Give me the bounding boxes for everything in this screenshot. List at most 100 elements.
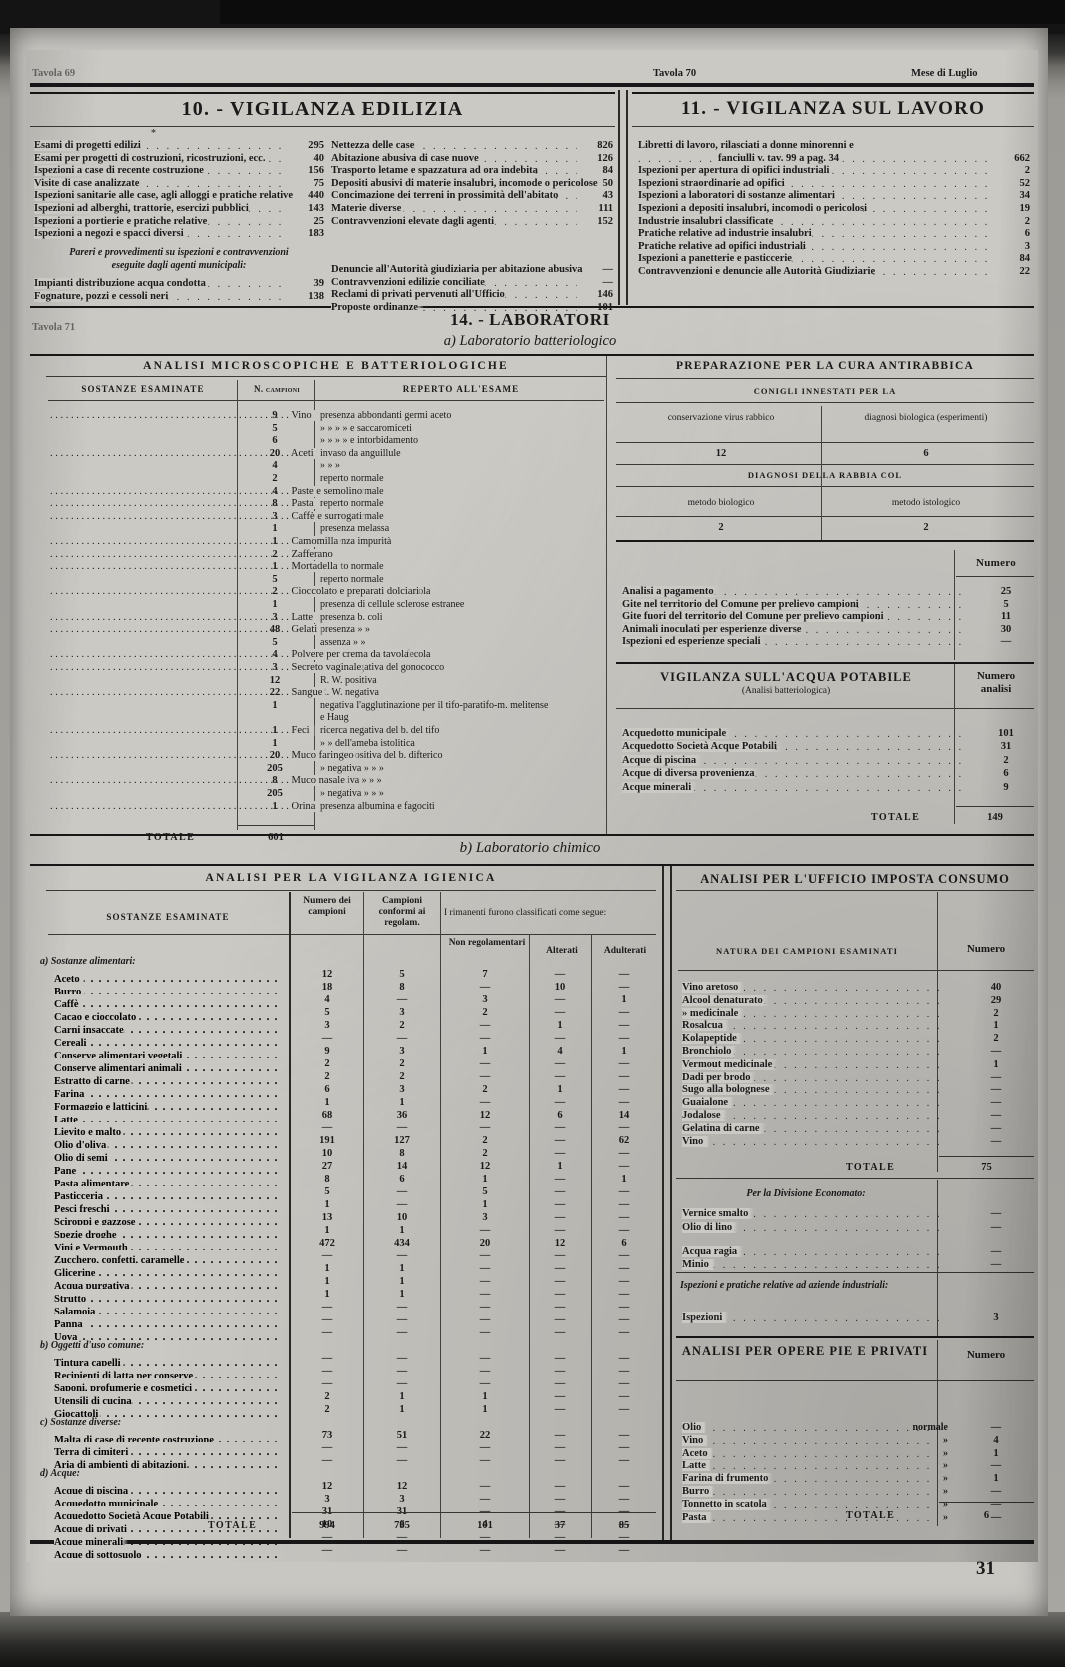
micro-substance: . . . . . . . . . . . . . . . . . . . . …: [50, 725, 315, 736]
micro-substance: . . . . . . . . . . . . . . . . . . . . …: [50, 410, 317, 421]
micro-substance: . . . . . . . . . . . . . . . . . . . . …: [50, 485, 368, 497]
list-item: . . . . . . . . . . . . . . . . . . . . …: [682, 1071, 1032, 1085]
igienica-cell-c: —: [396, 1250, 408, 1262]
igienica-cell-n: 1: [324, 1199, 330, 1211]
igienica-cell-n: 4: [324, 994, 330, 1006]
table-row: . . . . . . . . . . . . . . . . . . . . …: [54, 1212, 282, 1225]
micro-sample-count: 1: [272, 737, 278, 749]
igienica-group-heading: a) Sostanze alimentari:: [40, 956, 136, 967]
igienica-cell-c: 1: [399, 1404, 405, 1415]
igienica-cell-al: —: [554, 1199, 566, 1211]
micro-sample-count: 205: [267, 762, 283, 774]
igienica-substance: Olio d'oliva: [54, 1140, 112, 1148]
igienica-cell-nr: —: [479, 1314, 491, 1326]
list-item-value: 156: [308, 165, 324, 177]
page-paper: Tavola 69 Tavola 70 Mese di Luglio 10. -…: [26, 50, 1038, 1579]
igienica-cell-n: 2: [324, 1404, 330, 1415]
opere-pie-quality: »: [943, 1447, 948, 1459]
acqua-head-rule: [616, 708, 1034, 709]
table-row: . . . . . . . . . . . . . . . . . . . . …: [54, 969, 282, 982]
list-item-value: 6: [1003, 768, 1009, 780]
list-item-label: Minio: [682, 1259, 715, 1271]
list-item-value: 25: [1000, 586, 1012, 597]
leader-dots: . . . . . . . . . . . . . . . . . . . . …: [622, 729, 964, 740]
igienica-cell-n: 27: [321, 1160, 333, 1172]
list-item-value: 662: [1014, 152, 1030, 164]
antirabbica-rule-5: [616, 486, 1034, 487]
list-item-label: Ispezioni per apertura di opifici indust…: [638, 165, 836, 177]
list-item: . . . . . . . . . . . . . . . . . . . . …: [622, 781, 1030, 795]
table-row: . . . . . . . . . . . . . . . . . . . . …: [54, 1007, 282, 1020]
list-item-value: 22: [1019, 265, 1031, 277]
igienica-cell-ad: —: [618, 1032, 630, 1044]
opere-pie-value: 1: [993, 1447, 999, 1459]
imposta-col-numero: Numero: [966, 943, 1006, 955]
table-row: . . . . . . . . . . . . . . . . . . . . …: [54, 1122, 282, 1136]
igienica-cell-n: 1: [324, 1288, 330, 1300]
list-item: . . . . . . . . . . . . . . . . . . . . …: [682, 1208, 1032, 1222]
laboratori-title: 14. - LABORATORI: [450, 310, 610, 329]
list-item-label: Animali inoculati per esperienze diverse: [622, 623, 808, 635]
table-row: . . . . . . . . . . . . . . . . . . . . …: [54, 1302, 282, 1315]
list-item-label: Acque di piscina: [622, 754, 703, 766]
igienica-substance: Panna: [54, 1319, 88, 1328]
list-item-label: Abitazione abusiva di case nuove: [331, 152, 485, 164]
acqua-title: VIGILANZA SULL'ACQUA POTABILE: [660, 670, 912, 684]
list-item-label: Analisi a pagamento: [622, 586, 720, 597]
igienica-cell-al: 4: [557, 1045, 563, 1057]
leader-dots: . . . . . . . . . . . . . . . . . . . . …: [50, 750, 292, 762]
economato-rule-top: [676, 1178, 1034, 1179]
list-item-label: Kolapeptide: [682, 1033, 743, 1045]
list-item-label: Guaialone: [682, 1097, 735, 1109]
igienica-cell-n: —: [321, 1532, 333, 1543]
list-item-value: 31: [1000, 741, 1012, 753]
antirabbica-rule-3: [616, 442, 1034, 443]
igienica-cell-nr: —: [479, 1532, 491, 1543]
table-row: . . . . . . . . . . . . . . . . . . . . …: [54, 1058, 282, 1072]
leader-dots: . . . . . . . . . . . . . . . . . . . . …: [682, 1034, 946, 1046]
igienica-substance: Acqua purgativa: [54, 1281, 135, 1289]
list-item: . . . . . . . . . . . . . . . . . . . . …: [638, 177, 1030, 191]
igienica-substance: Uova: [54, 1332, 83, 1340]
leader-dots: . . . . . . . . . . . . . . . . . . . . …: [50, 662, 292, 673]
list-item-label: Contravvenzioni edilizie conciliate: [331, 276, 491, 288]
igienica-vrule-4: [529, 934, 530, 1538]
leader-dots: . . . . . . . . . . . . . . . . . . . . …: [58, 1135, 278, 1148]
list-item: . . . . . . . . . . . . . . . . . . . . …: [622, 754, 1030, 768]
list-item: . . . . . . . . . . . . . . . . . . . . …: [638, 202, 1030, 216]
igienica-cell-al: —: [554, 1301, 566, 1313]
opere-pie-value: —: [990, 1511, 1002, 1523]
leader-dots: . . . . . . . . . . . . . . . . . . . . …: [682, 1136, 946, 1148]
micro-substance: . . . . . . . . . . . . . . . . . . . . …: [50, 536, 344, 547]
list-item-value: —: [990, 1245, 1002, 1257]
list-item: . . . . . . . . . . . . . . . . . . . . …: [682, 1485, 1032, 1499]
list-item-label: Acquedotto municipale: [622, 728, 733, 739]
antirabbica-title: PREPARAZIONE PER LA CURA ANTIRABBICA: [676, 360, 974, 372]
igienica-cell-al: —: [554, 1173, 566, 1185]
list-item: . . . . . . . . . . . . . . . . . . . . …: [34, 190, 324, 203]
igienica-cell-c: —: [396, 1032, 408, 1044]
micro-col-reperto: REPERTO ALL'ESAME: [402, 384, 520, 394]
list-item-value: —: [990, 1122, 1002, 1134]
list-item: . . . . . . . . . . . . . . . . . . . . …: [638, 215, 1030, 229]
igienica-cell-c: —: [396, 1199, 408, 1211]
opere-pie-total-rule: [939, 1502, 1034, 1503]
micro-sample-count: 22: [269, 687, 281, 699]
igienica-cell-c: 3: [399, 1493, 405, 1505]
edilizia-title: 10. - VIGILANZA EDILIZIA: [181, 98, 464, 120]
igienica-cell-c: 12: [396, 1480, 408, 1492]
igienica-cell-nr: —: [479, 1096, 491, 1108]
igienica-cell-nr: —: [479, 1250, 491, 1262]
leader-dots: . . . . . . . . . . . . . . . . . . . . …: [58, 981, 278, 995]
micro-total-value: 601: [268, 832, 284, 843]
list-item-label: Bronchiolo: [682, 1045, 738, 1057]
micro-finding: ricerca negativa del b. del tifo: [320, 725, 440, 736]
igienica-total-cell: 101: [477, 1520, 493, 1531]
header-rule: [30, 83, 1034, 87]
table-row: . . . . . . . . . . . . . . . . . . . . …: [54, 1481, 282, 1494]
list-item: . . . . . . . . . . . . . . . . . . . . …: [682, 1058, 1032, 1072]
igienica-cell-n: 472: [319, 1237, 335, 1249]
leader-dots: . . . . . . . . . . . . . . . . . . . . …: [682, 1072, 946, 1084]
igienica-cell-c: 31: [396, 1506, 408, 1518]
igienica-cell-nr: —: [479, 1506, 491, 1518]
